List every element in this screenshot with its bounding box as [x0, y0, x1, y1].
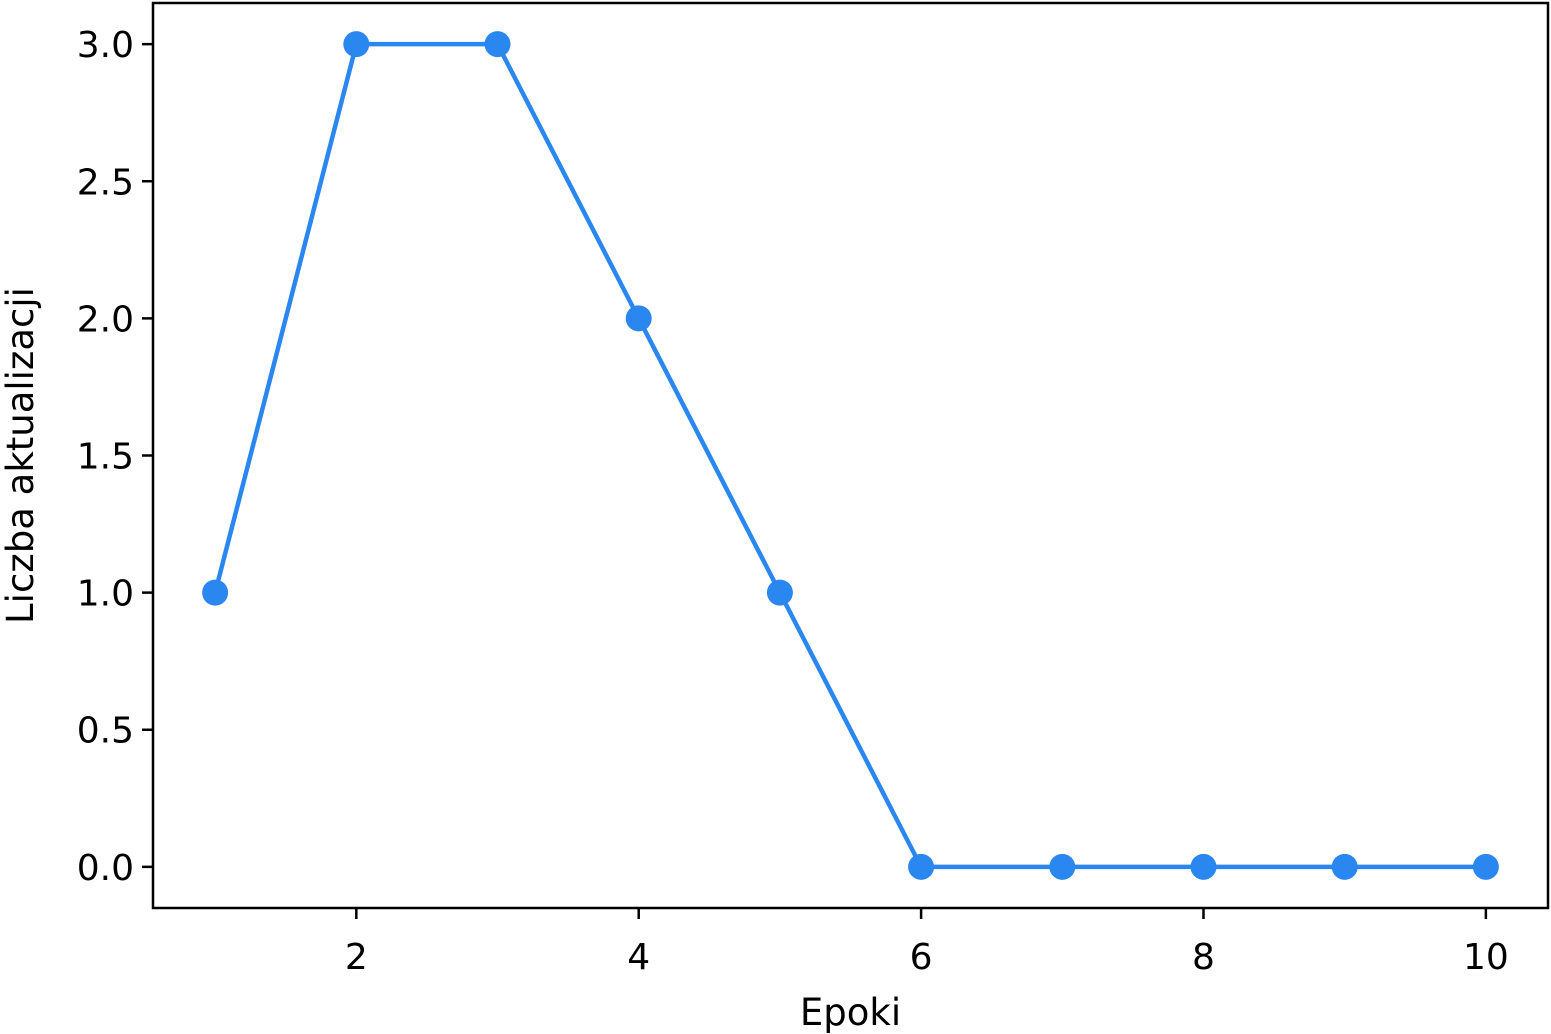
series-line: [212, 41, 1489, 870]
y-tick-label: 1.0: [77, 574, 134, 615]
series-layer: [202, 31, 1499, 880]
data-point: [484, 31, 511, 58]
y-tick-label: 0.0: [77, 848, 134, 889]
data-point: [343, 31, 370, 58]
y-tick-label: 3.0: [77, 25, 134, 66]
x-tick-label: 8: [1192, 937, 1215, 978]
plot-frame: [151, 1, 1550, 910]
y-axis-label: Liczba aktualizacji: [0, 287, 42, 624]
data-point: [766, 579, 793, 606]
data-point: [202, 579, 229, 606]
data-point: [908, 853, 935, 880]
y-axis-ticks: 0.0 0.5 1.0 1.5 2.0 2.5 3.0: [77, 25, 153, 889]
x-tick-label: 2: [345, 937, 368, 978]
y-tick-label: 1.5: [77, 437, 134, 478]
x-tick-label: 4: [627, 937, 650, 978]
data-point: [625, 305, 652, 332]
data-point: [1472, 853, 1499, 880]
x-tick-label: 6: [910, 937, 933, 978]
x-axis-label: Epoki: [800, 991, 901, 1034]
data-point: [1049, 853, 1076, 880]
y-tick-label: 0.5: [77, 711, 134, 752]
x-tick-label: 10: [1463, 937, 1509, 978]
y-tick-label: 2.5: [77, 162, 134, 203]
data-point: [1331, 853, 1358, 880]
y-tick-label: 2.0: [77, 299, 134, 340]
x-axis-ticks: 2 4 6 8 10: [345, 908, 1509, 978]
data-point: [1190, 853, 1217, 880]
